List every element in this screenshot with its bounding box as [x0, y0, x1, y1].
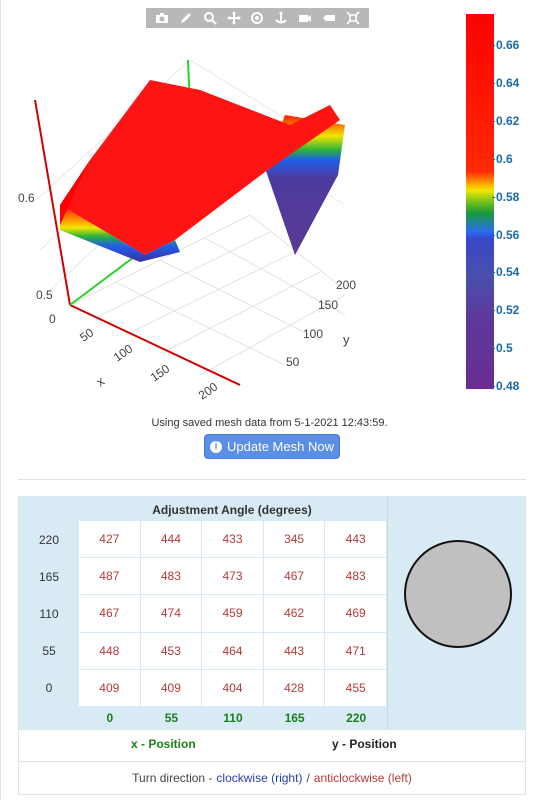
table-cell: 444 — [140, 521, 203, 559]
table-cell: 483 — [325, 558, 387, 596]
page-border — [0, 0, 1, 800]
spikelines-icon[interactable] — [344, 10, 362, 26]
table-cell: 409 — [79, 669, 141, 707]
x-position-label: x - Position — [131, 737, 196, 751]
update-mesh-button[interactable]: i Update Mesh Now — [204, 434, 340, 459]
table-cell: 459 — [202, 595, 264, 633]
floor-grid — [69, 214, 346, 386]
colorbar-tick: 0.6 — [492, 152, 513, 166]
colorbar — [466, 14, 494, 389]
y-tick: 200 — [336, 278, 357, 292]
row-label: 165 — [38, 570, 60, 584]
turn-direction-row: Turn direction - clockwise (right) / ant… — [19, 761, 525, 794]
reset-camera-icon[interactable] — [296, 10, 314, 26]
turntable-icon[interactable] — [272, 10, 290, 26]
colorbar-tick: 0.54 — [491, 265, 520, 279]
z-tick: 0.5 — [36, 288, 53, 302]
orbit-icon[interactable] — [248, 10, 266, 26]
colorbar-tick: 0.56 — [491, 228, 520, 242]
surface-front — [60, 205, 180, 262]
z-axis-line — [34, 99, 71, 306]
table-cell: 467 — [79, 595, 141, 633]
table-cell: 345 — [263, 521, 326, 559]
table-cell: 487 — [79, 558, 141, 596]
colorbar-tick: 0.52 — [491, 303, 520, 317]
table-cell: 428 — [263, 669, 326, 707]
z-tick: 0.6 — [18, 191, 35, 205]
col-label: 220 — [346, 711, 367, 725]
panel-title: Adjustment Angle (degrees) — [152, 503, 312, 517]
table-cell: 469 — [325, 595, 387, 633]
table-cell: 427 — [79, 521, 141, 559]
y-tick: 50 — [286, 355, 300, 369]
turn-separator: / — [306, 771, 310, 785]
adjustment-panel: Adjustment Angle (degrees) 220 165 110 5… — [18, 496, 526, 795]
table-cell: 453 — [140, 632, 203, 670]
col-label: 110 — [223, 711, 243, 725]
table-cell: 474 — [140, 595, 203, 633]
colorbar-tick: 0.58 — [491, 190, 520, 204]
table-cell: 462 — [263, 595, 326, 633]
row-label: 55 — [42, 644, 56, 658]
turn-anticlockwise-link[interactable]: anticlockwise (left) — [313, 771, 412, 785]
colorbar-tick: 0.5 — [492, 341, 513, 355]
table-cell: 464 — [202, 632, 264, 670]
divider — [18, 479, 526, 480]
colorbar-tick: 0.66 — [491, 38, 520, 52]
surface-svg — [34, 59, 346, 386]
table-cell: 467 — [263, 558, 326, 596]
table-cell: 433 — [202, 521, 264, 559]
adjustment-grid — [79, 521, 387, 707]
zoom-icon[interactable] — [201, 10, 219, 26]
info-icon: i — [210, 440, 223, 453]
x-axis-line — [69, 304, 241, 386]
plot-modebar — [146, 8, 369, 28]
turn-clockwise-link[interactable]: clockwise (right) — [216, 771, 303, 785]
update-mesh-label: Update Mesh Now — [227, 439, 334, 454]
y-position-label: y - Position — [332, 737, 397, 751]
table-cell: 455 — [325, 669, 387, 707]
colorbar-tick: 0.62 — [491, 114, 520, 128]
position-labels-row — [19, 729, 525, 761]
hover-icon[interactable] — [320, 10, 338, 26]
z-tick: 0 — [49, 312, 56, 326]
camera-icon[interactable] — [153, 10, 171, 26]
surface-top — [60, 80, 340, 255]
col-label: 55 — [164, 711, 179, 725]
y-tick: 150 — [318, 298, 339, 312]
surface-plot[interactable]: 0.6 0.5 0 50 100 150 200 x 50 100 150 20… — [0, 30, 460, 410]
col-label: 165 — [284, 711, 305, 725]
row-label: 110 — [39, 607, 59, 621]
table-cell: 443 — [263, 632, 326, 670]
col-label: 0 — [106, 711, 114, 725]
turn-direction-prefix: Turn direction - — [132, 771, 213, 785]
table-cell: 473 — [202, 558, 264, 596]
row-label: 0 — [45, 681, 53, 695]
table-cell: 448 — [79, 632, 141, 670]
position-indicator-circle — [404, 540, 512, 648]
table-cell: 443 — [325, 521, 387, 559]
table-cell: 483 — [140, 558, 203, 596]
mesh-status-text: Using saved mesh data from 5-1-2021 12:4… — [151, 417, 388, 429]
table-cell: 471 — [325, 632, 387, 670]
y-tick: 100 — [303, 327, 324, 341]
table-cell: 409 — [140, 669, 203, 707]
pan-icon[interactable] — [225, 10, 243, 26]
colorbar-tick: 0.64 — [491, 76, 520, 90]
pencil-icon[interactable] — [177, 10, 195, 26]
row-label: 220 — [38, 533, 60, 547]
y-axis-title: y — [343, 332, 350, 347]
table-cell: 404 — [202, 669, 264, 707]
colorbar-tick: 0.48 — [491, 379, 520, 393]
